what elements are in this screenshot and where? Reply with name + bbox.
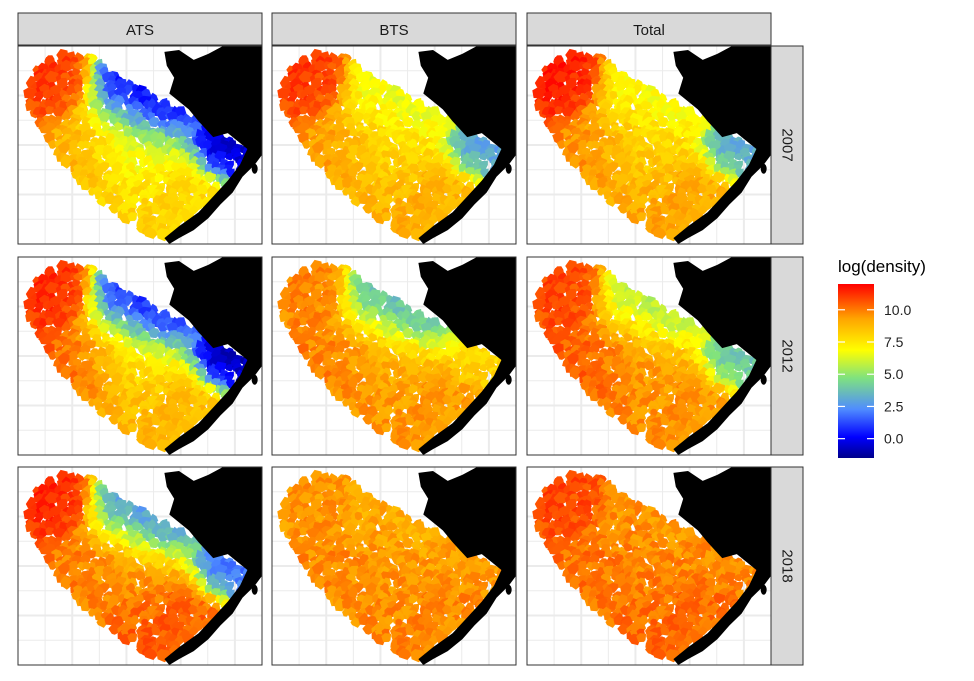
column-strip-ats: ATS: [18, 13, 262, 45]
column-strip-label: Total: [633, 22, 665, 39]
island: [506, 164, 512, 174]
panels-layer: ATS BTS Total 2007 2012 2018: [18, 13, 803, 665]
panel-total-2012: [527, 257, 771, 455]
panel-bts-2007: [272, 46, 516, 244]
island: [252, 164, 258, 174]
panel-total-2018: [527, 467, 771, 665]
island: [761, 164, 767, 174]
panel-total-2007: [527, 46, 771, 244]
row-strip-2007: 2007: [771, 46, 803, 244]
row-strip-label: 2012: [779, 339, 796, 372]
island: [252, 375, 258, 385]
column-strip-label: ATS: [126, 22, 154, 39]
row-strip-label: 2018: [779, 549, 796, 582]
column-strip-total: Total: [527, 13, 771, 45]
panel-bts-2018: [272, 467, 516, 665]
panel-ats-2007: [18, 46, 262, 244]
panel-ats-2018: [18, 467, 262, 665]
island: [506, 375, 512, 385]
panel-bts-2012: [272, 257, 516, 455]
column-strip-bts: BTS: [272, 13, 516, 45]
island: [252, 585, 258, 595]
column-strip-label: BTS: [379, 22, 408, 39]
panel-ats-2012: [18, 257, 262, 455]
island: [761, 375, 767, 385]
row-strip-label: 2007: [779, 128, 796, 161]
island: [506, 585, 512, 595]
row-strip-2012: 2012: [771, 257, 803, 455]
row-strip-2018: 2018: [771, 467, 803, 665]
